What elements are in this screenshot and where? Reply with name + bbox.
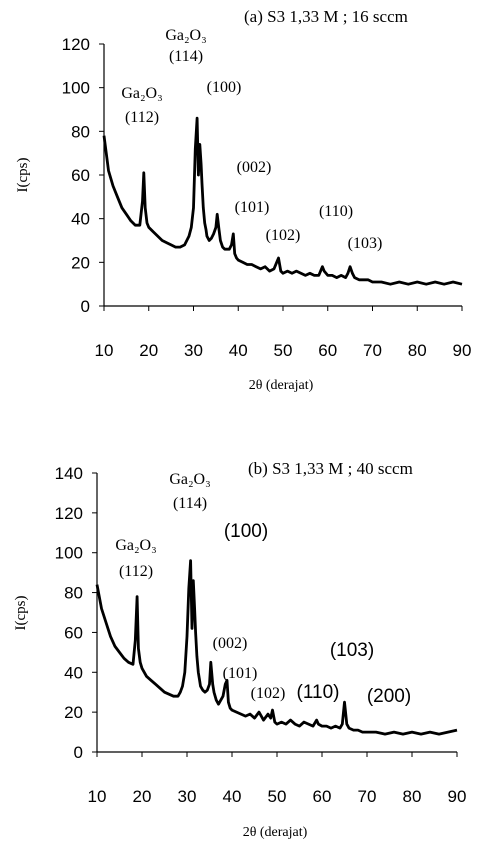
chart-a-ticks: 0 20 40 60 80 100 120 10 20 30 40 50 60 70 80 90	[62, 35, 472, 360]
peak-annotation: Ga₂O₃	[169, 471, 210, 488]
y-tick-label: 60	[71, 166, 90, 185]
y-tick-label: 120	[55, 504, 83, 523]
peak-annotation: (112)	[119, 563, 153, 580]
chart-a: (a) S3 1,33 M ; 16 sccm I(cps) 2θ (deraj…	[15, 7, 471, 393]
x-tick-label: 50	[274, 341, 293, 360]
chart-b-x-axis-label: 2θ (derajat)	[243, 825, 308, 840]
peak-annotation: Ga₂O₃	[115, 537, 156, 554]
y-tick-label: 40	[71, 210, 90, 229]
x-tick-label: 70	[358, 787, 377, 806]
y-tick-label: 0	[81, 297, 90, 316]
x-tick-label: 30	[178, 787, 197, 806]
chart-b-axes	[96, 473, 457, 753]
x-tick-label: 30	[184, 341, 203, 360]
peak-annotation: (100)	[207, 79, 242, 96]
x-tick-label: 10	[88, 787, 107, 806]
chart-a-annotations: Ga₂O₃ (114) Ga₂O₃ (112) (100) (002) (101) (102)…	[121, 27, 382, 252]
x-tick-label: 40	[223, 787, 242, 806]
peak-annotation: (002)	[213, 635, 248, 652]
x-tick-label: 20	[133, 787, 152, 806]
peak-annotation: (103)	[330, 640, 374, 661]
peak-annotation: (200)	[367, 686, 411, 707]
x-tick-label: 90	[453, 341, 472, 360]
y-tick-label: 140	[55, 464, 83, 483]
peak-annotation: (110)	[319, 203, 353, 220]
y-tick-label: 60	[64, 623, 83, 642]
x-tick-label: 10	[95, 341, 114, 360]
x-tick-label: 40	[229, 341, 248, 360]
chart-b-annotations: Ga₂O₃ (114) Ga₂O₃ (112) (100) (002) (101) (102)…	[115, 471, 411, 707]
chart-b-title: (b) S3 1,33 M ; 40 sccm	[248, 459, 413, 478]
peak-annotation: (002)	[237, 159, 272, 176]
x-tick-label: 60	[313, 787, 332, 806]
xrd-pattern-line	[95, 559, 458, 736]
peak-annotation: (114)	[173, 495, 207, 512]
x-tick-label: 20	[139, 341, 158, 360]
x-tick-label: 80	[408, 341, 427, 360]
peak-annotation: (102)	[251, 685, 286, 702]
y-tick-label: 120	[62, 35, 90, 54]
peak-annotation: (100)	[224, 521, 268, 542]
chart-b-ticks: 0 20 40 60 80 100 120 140 10 20 30 40 50 60 70 80 90	[55, 464, 467, 806]
chart-a-y-axis-label: I(cps)	[15, 158, 31, 193]
y-tick-label: 20	[71, 253, 90, 272]
peak-annotation: Ga₂O₃	[165, 27, 206, 44]
x-tick-label: 50	[268, 787, 287, 806]
xrd-pattern-line	[102, 116, 463, 286]
y-tick-label: 40	[64, 663, 83, 682]
peak-annotation: (103)	[348, 235, 383, 252]
peak-annotation: (110)	[297, 682, 340, 703]
peak-annotation: (102)	[266, 227, 301, 244]
y-tick-label: 20	[64, 703, 83, 722]
chart-a-x-axis-label: 2θ (derajat)	[249, 378, 314, 393]
peak-annotation: (114)	[169, 48, 203, 65]
peak-annotation: Ga₂O₃	[121, 85, 162, 102]
peak-annotation: (101)	[235, 199, 270, 216]
chart-a-axes	[103, 44, 462, 307]
chart-a-series	[102, 116, 463, 286]
chart-b-y-axis-label: I(cps)	[13, 596, 29, 631]
y-tick-label: 100	[55, 544, 83, 563]
y-tick-label: 80	[71, 122, 90, 141]
chart-a-title: (a) S3 1,33 M ; 16 sccm	[244, 7, 408, 26]
x-tick-label: 90	[448, 787, 467, 806]
x-tick-label: 80	[403, 787, 422, 806]
chart-b: (b) S3 1,33 M ; 40 sccm I(cps) 2θ (deraj…	[13, 459, 466, 840]
peak-annotation: (112)	[125, 109, 159, 126]
x-tick-label: 70	[363, 341, 382, 360]
x-tick-label: 60	[318, 341, 337, 360]
y-tick-label: 0	[74, 743, 83, 762]
peak-annotation: (101)	[223, 665, 258, 682]
y-tick-label: 100	[62, 79, 90, 98]
chart-b-series	[95, 559, 458, 736]
y-tick-label: 80	[64, 584, 83, 603]
